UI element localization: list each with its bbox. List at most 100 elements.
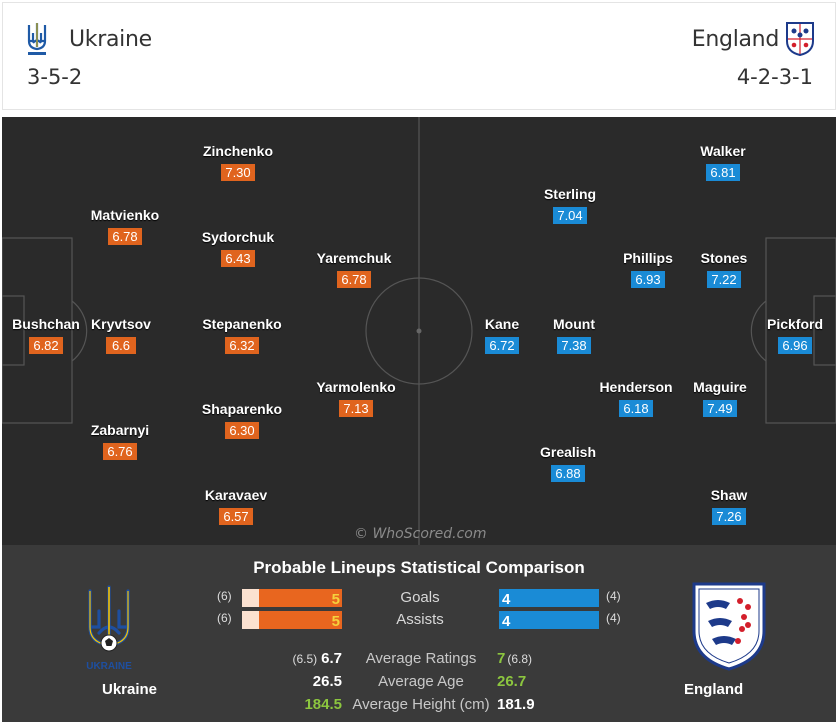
player-name: Stepanenko	[202, 316, 282, 332]
ratings-home-value: 6.7	[321, 650, 342, 667]
ukraine-crest-icon: UKRAINE	[80, 583, 138, 680]
pitch: Bushchan 6.82 Kryvtsov 6.6 Matvienko 6.7…	[2, 117, 836, 545]
assists-home-value: 5	[331, 613, 340, 630]
player-home-6[interactable]: Sydorchuk 6.43	[193, 229, 283, 268]
away-team-name: England	[691, 26, 780, 52]
player-rating: 7.26	[712, 508, 746, 525]
england-crest-icon	[690, 581, 768, 676]
player-away-5[interactable]: Shaw 7.26	[684, 487, 774, 526]
player-name: Grealish	[539, 444, 597, 460]
player-name: Stones	[700, 250, 748, 266]
player-rating: 6.93	[631, 271, 665, 288]
player-name: Matvienko	[90, 207, 160, 223]
crest-text: UKRAINE	[86, 661, 132, 672]
player-home-3[interactable]: Matvienko 6.78	[80, 207, 170, 246]
player-away-10[interactable]: Grealish 6.88	[523, 444, 613, 483]
age-home-value: 26.5	[312, 673, 342, 690]
player-rating: 6.43	[221, 250, 255, 267]
player-away-2[interactable]: Walker 6.81	[678, 143, 768, 182]
goals-away-value: 4	[502, 591, 511, 608]
player-rating: 6.96	[778, 337, 812, 354]
assists-away-value: 4	[502, 613, 511, 630]
height-label: Average Height (cm)	[352, 696, 490, 713]
player-name: Walker	[700, 143, 746, 159]
home-team[interactable]: Ukraine	[25, 21, 152, 57]
player-rating: 7.13	[339, 400, 373, 417]
ratings-home: (6.5) 6.7	[292, 650, 342, 667]
player-away-9[interactable]: Mount 7.38	[529, 316, 619, 355]
away-team[interactable]: England	[692, 21, 815, 57]
player-rating: 6.78	[337, 271, 371, 288]
player-away-6[interactable]: Phillips 6.93	[603, 250, 693, 289]
player-rating: 6.88	[551, 465, 585, 482]
player-home-7[interactable]: Stepanenko 6.32	[197, 316, 287, 355]
ukraine-crest-icon	[27, 23, 47, 55]
player-rating: 7.22	[707, 271, 741, 288]
height-home: 184.5	[304, 696, 342, 713]
ratings-away-value: 7	[497, 650, 506, 667]
home-formation: 3-5-2	[27, 65, 83, 89]
stat-row-average-age: 26.5 Average Age 26.7	[2, 673, 836, 693]
assists-home-previous: (6)	[217, 611, 232, 625]
height-away-value: 181.9	[497, 696, 535, 713]
stat-row-assists: (6) 5 Assists 4 (4)	[2, 609, 836, 630]
pitch-markings	[2, 117, 836, 545]
player-home-11[interactable]: Yarmolenko 7.13	[311, 379, 401, 418]
player-home-8[interactable]: Shaparenko 6.30	[197, 401, 287, 440]
player-rating: 6.57	[219, 508, 253, 525]
goals-home-bar: 5	[242, 589, 342, 608]
ratings-away-previous: (6.8)	[507, 652, 533, 666]
goals-home-bar-fill	[259, 589, 342, 607]
assists-home-bar: 5	[242, 611, 342, 630]
player-home-4[interactable]: Zabarnyi 6.76	[75, 422, 165, 461]
player-rating: 6.78	[108, 228, 142, 245]
player-rating: 7.38	[557, 337, 591, 354]
goals-away-previous: (4)	[606, 589, 621, 603]
assists-away-previous: (4)	[606, 611, 621, 625]
player-name: Zabarnyi	[90, 422, 150, 438]
age-away-value: 26.7	[497, 673, 527, 690]
player-rating: 6.76	[103, 443, 137, 460]
player-home-2[interactable]: Kryvtsov 6.6	[76, 316, 166, 355]
player-rating: 6.72	[485, 337, 519, 354]
comparison-home-team: Ukraine	[102, 681, 158, 698]
player-home-1[interactable]: Bushchan 6.82	[2, 316, 91, 355]
player-name: Karavaev	[204, 487, 268, 503]
player-rating: 6.82	[29, 337, 63, 354]
ratings-home-previous: (6.5)	[292, 652, 318, 666]
player-rating: 6.30	[225, 422, 259, 439]
player-away-3[interactable]: Stones 7.22	[679, 250, 769, 289]
ratings-away: 7 (6.8)	[497, 650, 532, 667]
player-home-10[interactable]: Yaremchuk 6.78	[309, 250, 399, 289]
lineup-comparison-panel: Probable Lineups Statistical Comparison …	[2, 545, 836, 722]
player-rating: 7.49	[703, 400, 737, 417]
player-rating: 7.04	[553, 207, 587, 224]
ratings-label: Average Ratings	[365, 650, 477, 667]
player-rating: 6.81	[706, 164, 740, 181]
age-away: 26.7	[497, 673, 526, 690]
goals-away-bar: 4	[499, 589, 599, 608]
player-away-8[interactable]: Sterling 7.04	[525, 186, 615, 225]
stat-row-average-ratings: (6.5) 6.7 Average Ratings 7 (6.8)	[2, 650, 836, 670]
player-name: Mount	[553, 316, 595, 332]
player-home-9[interactable]: Karavaev 6.57	[191, 487, 281, 526]
comparison-away-team: England	[684, 681, 744, 698]
player-away-7[interactable]: Henderson 6.18	[591, 379, 681, 418]
player-away-4[interactable]: Maguire 7.49	[675, 379, 765, 418]
player-home-5[interactable]: Zinchenko 7.30	[193, 143, 283, 182]
away-formation: 4-2-3-1	[736, 65, 813, 89]
goals-label: Goals	[400, 589, 440, 606]
watermark: © WhoScored.com	[354, 526, 487, 542]
goals-home-value: 5	[331, 591, 340, 608]
player-away-1[interactable]: Pickford 6.96	[750, 316, 836, 355]
assists-away-bar: 4	[499, 611, 599, 630]
player-name: Sterling	[543, 186, 597, 202]
home-team-name: Ukraine	[69, 26, 152, 52]
height-away: 181.9	[497, 696, 535, 713]
match-header: Ukraine 3-5-2 England 4-2-3-1	[2, 2, 836, 110]
player-rating: 6.32	[225, 337, 259, 354]
player-away-11[interactable]: Kane 6.72	[457, 316, 547, 355]
age-label: Average Age	[378, 673, 464, 690]
height-home-value: 184.5	[304, 696, 342, 713]
player-name: Bushchan	[12, 316, 80, 332]
